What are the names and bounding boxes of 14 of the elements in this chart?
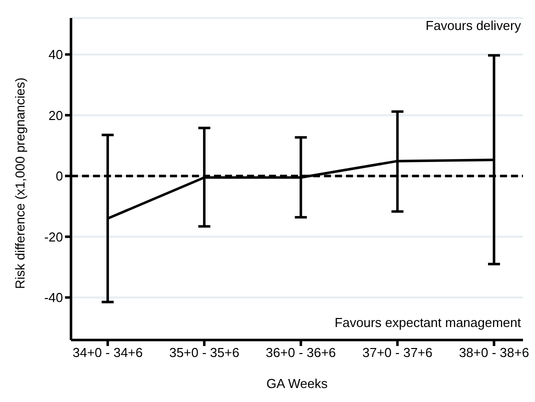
- y-axis-title: Risk difference (x1,000 pregnancies): [12, 78, 28, 289]
- x-axis-title: GA Weeks: [266, 376, 328, 391]
- annotation: Favours expectant management: [334, 315, 521, 330]
- y-tick-label: 0: [56, 168, 63, 184]
- y-tick-label: -40: [44, 290, 63, 306]
- x-tick-label: 35+0 - 35+6: [169, 345, 240, 360]
- x-tick-label: 34+0 - 34+6: [72, 345, 143, 360]
- y-tick-label: 40: [48, 47, 63, 62]
- x-tick-label: 36+0 - 36+6: [266, 345, 336, 360]
- annotation: Favours delivery: [426, 18, 521, 33]
- x-tick-label: 37+0 - 37+6: [362, 345, 433, 360]
- y-tick-label: -20: [44, 229, 63, 244]
- y-tick-label: 20: [48, 108, 63, 123]
- x-tick-label: 38+0 - 38+6: [458, 345, 530, 360]
